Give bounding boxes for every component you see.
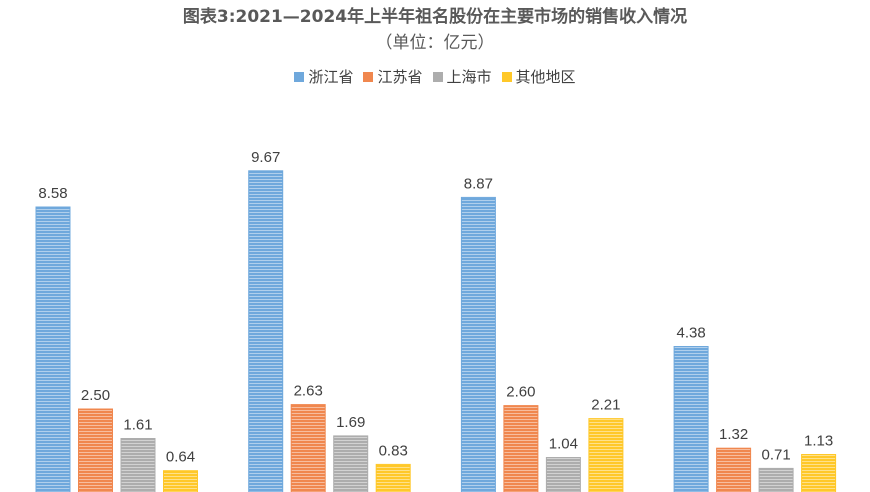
- bars-group: [35, 170, 837, 492]
- bar-jiangsu-3: [503, 405, 539, 492]
- bar-other-2: [375, 463, 411, 492]
- bar-label-jiangsu-4: 1.32: [719, 426, 748, 443]
- bar-label-jiangsu-2: 2.63: [294, 383, 323, 400]
- legend-swatch-other: [501, 71, 512, 82]
- bar-label-other-3: 2.21: [591, 397, 620, 414]
- bar-jiangsu-1: [78, 408, 113, 492]
- bar-label-zhejiang-4: 4.38: [676, 325, 705, 342]
- legend-label-shanghai: 上海市: [446, 68, 492, 86]
- legend-swatch-zhejiang: [294, 71, 305, 82]
- bar-other-1: [163, 470, 198, 492]
- bar-label-other-4: 1.13: [804, 433, 833, 450]
- bar-jiangsu-2: [290, 404, 326, 492]
- bar-label-jiangsu-3: 2.60: [506, 384, 535, 401]
- bar-zhejiang-2: [248, 170, 284, 492]
- bar-shanghai-4: [758, 467, 794, 492]
- legend-label-jiangsu: 江苏省: [377, 68, 423, 86]
- legend-item-other: 其他地区: [501, 66, 576, 87]
- legend-label-zhejiang: 浙江省: [308, 68, 354, 86]
- bar-label-shanghai-2: 1.69: [336, 414, 365, 431]
- bar-label-shanghai-3: 1.04: [549, 436, 578, 453]
- legend-label-other: 其他地区: [515, 68, 576, 86]
- bar-label-shanghai-1: 1.61: [123, 417, 152, 434]
- bar-label-shanghai-4: 0.71: [761, 446, 790, 463]
- bar-shanghai-1: [120, 438, 156, 492]
- legend-swatch-jiangsu: [363, 71, 374, 82]
- bar-label-zhejiang-1: 8.58: [38, 185, 67, 202]
- bar-jiangsu-4: [716, 447, 752, 492]
- bar-shanghai-2: [333, 435, 369, 492]
- chart-title: 图表3:2021—2024年上半年祖名股份在主要市场的销售收入情况: [182, 7, 688, 27]
- chart-subtitle: （单位：亿元）: [375, 33, 495, 53]
- bar-shanghai-3: [545, 457, 581, 492]
- legend-item-jiangsu: 江苏省: [363, 66, 423, 87]
- bar-label-other-2: 0.83: [379, 442, 408, 459]
- legend-swatch-shanghai: [432, 71, 443, 82]
- bar-other-3: [588, 418, 624, 492]
- bar-labels-group: 8.58 9.67 8.87 4.38 2.50 2.63 2.60 1.32 1.61 1.69…: [38, 149, 833, 466]
- bar-label-zhejiang-3: 8.87: [464, 175, 493, 192]
- bar-zhejiang-4: [673, 346, 709, 492]
- chart-legend: 浙江省 江苏省 上海市 其他地区: [0, 66, 870, 87]
- bar-label-zhejiang-2: 9.67: [251, 149, 280, 166]
- bar-zhejiang-1: [35, 206, 71, 492]
- legend-item-zhejiang: 浙江省: [294, 66, 353, 87]
- bar-zhejiang-3: [460, 196, 496, 492]
- bar-other-4: [801, 454, 837, 492]
- bar-label-other-1: 0.64: [166, 449, 195, 466]
- bar-label-jiangsu-1: 2.50: [81, 387, 110, 404]
- legend-item-shanghai: 上海市: [432, 66, 492, 87]
